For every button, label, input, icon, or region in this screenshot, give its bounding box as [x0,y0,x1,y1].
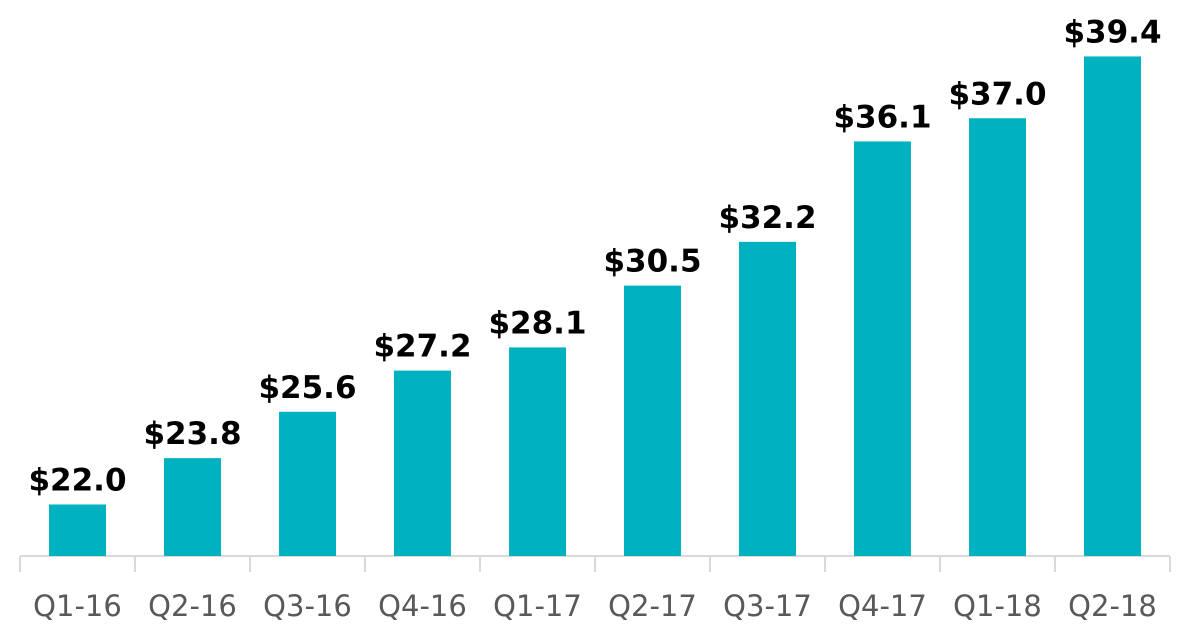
value-label: $23.8 [143,416,241,452]
bar [394,370,451,556]
x-tick-label: Q3-17 [723,589,812,623]
x-tick-label: Q2-17 [608,589,697,623]
bar [854,141,911,557]
bar [624,285,681,556]
value-label: $32.2 [718,200,816,236]
x-tick-label: Q2-18 [1068,589,1157,623]
value-label: $30.5 [603,244,701,280]
x-tick-label: Q1-16 [33,589,122,623]
x-tick-label: Q1-17 [493,589,582,623]
value-label: $37.0 [948,76,1046,112]
value-label: $25.6 [258,370,356,406]
bar [164,458,221,556]
bar [279,411,336,556]
x-tick-label: Q1-18 [953,589,1042,623]
value-label: $36.1 [833,99,931,135]
x-tick-label: Q4-17 [838,589,927,623]
value-label: $28.1 [488,305,586,341]
value-label: $27.2 [373,329,471,365]
bar [49,504,106,556]
bar [969,118,1026,556]
x-tick-label: Q3-16 [263,589,352,623]
value-label: $22.0 [28,463,126,499]
value-label: $39.4 [1063,14,1161,50]
x-tick-label: Q4-16 [378,589,467,623]
bar [509,347,566,556]
x-tick-label: Q2-16 [148,589,237,623]
bar [1084,56,1141,556]
bar [739,241,796,556]
